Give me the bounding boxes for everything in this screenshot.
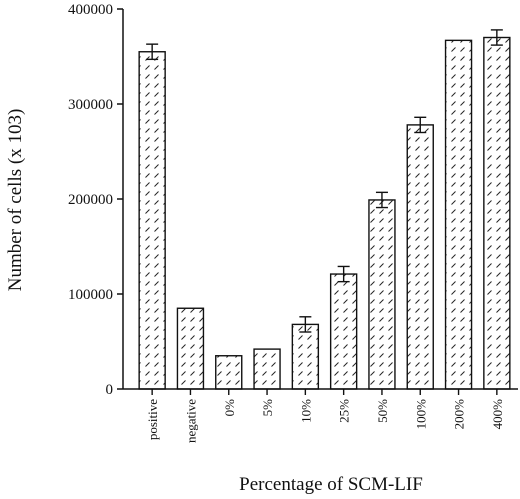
y-tick-label: 0 (106, 382, 114, 398)
x-category-label: 10% (298, 399, 313, 423)
x-category-label: 5% (260, 399, 275, 417)
y-tick-label: 100000 (68, 287, 113, 303)
y-axis-title: Number of cells (x 103) (5, 109, 26, 292)
bars (138, 36, 511, 390)
bar (368, 199, 396, 390)
x-category-label: 100% (413, 399, 428, 430)
y-axis-tick-labels: 0 100000 200000 300000 400000 (68, 2, 113, 398)
bar (138, 51, 166, 390)
bar (329, 273, 358, 390)
bar (291, 323, 320, 390)
bar (215, 355, 243, 390)
x-category-label: 0% (222, 399, 237, 417)
x-category-label: 50% (375, 399, 390, 423)
x-category-label: negative (183, 399, 198, 443)
x-axis-ticks (151, 389, 498, 395)
y-axis-ticks (117, 8, 123, 390)
x-category-label: 400% (490, 399, 505, 430)
bar (176, 307, 205, 390)
y-tick-label: 400000 (68, 2, 113, 18)
bar (406, 124, 434, 390)
bar (444, 39, 473, 390)
y-tick-label: 300000 (68, 97, 113, 113)
bar (483, 36, 511, 390)
y-tick-label: 200000 (68, 192, 113, 208)
x-axis-category-labels: positive negative 0% 5% 10% 25% 50% 100% 200% 400… (145, 399, 505, 443)
x-axis-title: Percentage of SCM-LIF (239, 474, 423, 495)
x-category-label: 200% (452, 399, 467, 430)
error-bars (146, 29, 503, 333)
bar (253, 348, 281, 390)
x-category-label: 25% (337, 399, 352, 423)
x-category-label: positive (145, 399, 160, 440)
